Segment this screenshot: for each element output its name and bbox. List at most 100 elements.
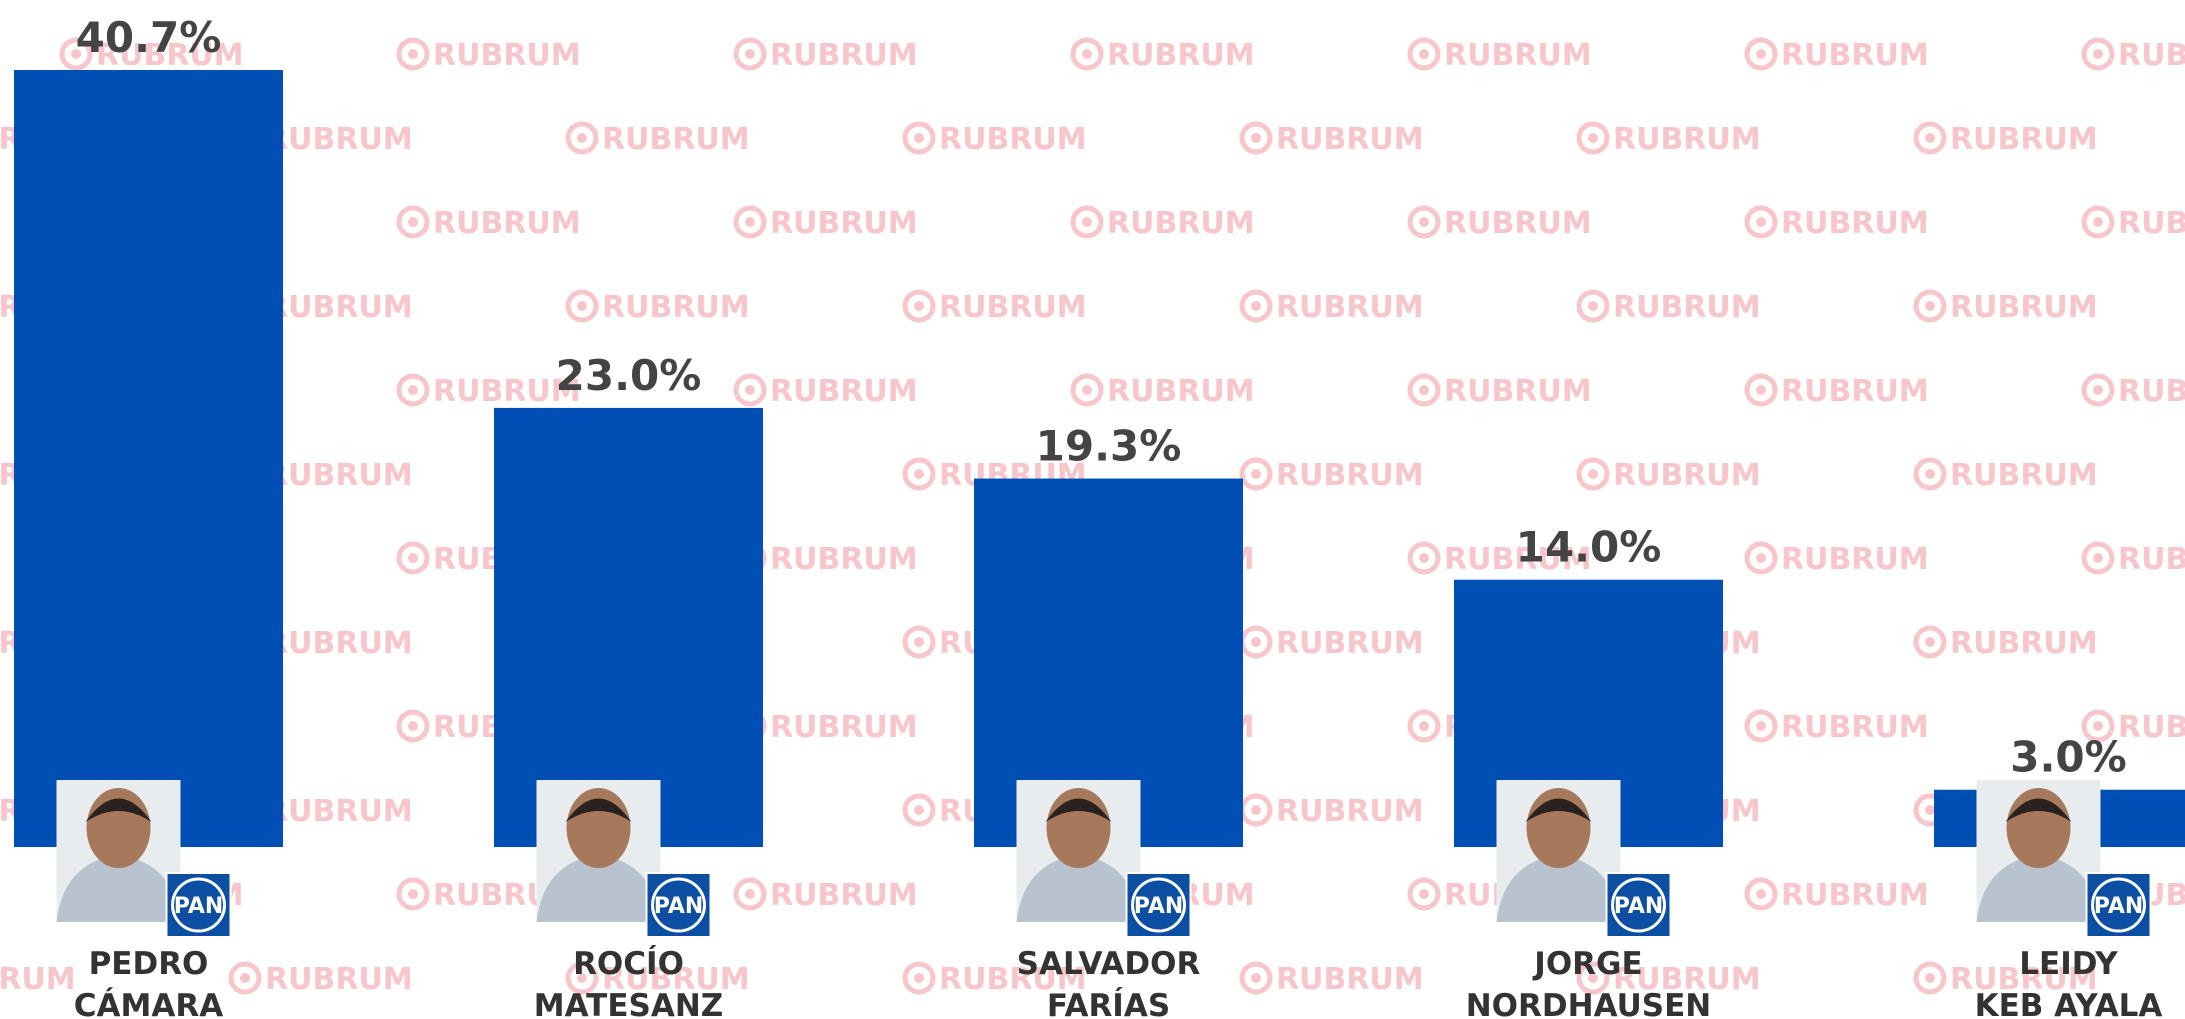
- watermark: RUBRUM: [1613, 290, 1761, 325]
- watermark: RUBRUM: [1276, 122, 1424, 157]
- watermark-icon: [2093, 553, 2103, 563]
- photo-body: [536, 855, 661, 922]
- watermark-icon: [1756, 889, 1766, 899]
- party-logo: [1605, 872, 1672, 938]
- x-tick-label: SALVADOR: [1017, 946, 1201, 982]
- watermark-icon: [408, 385, 418, 395]
- watermark-icon: [396, 205, 430, 239]
- candidate-photo: [56, 780, 181, 922]
- watermark: RUBRUM: [1276, 290, 1424, 325]
- watermark: RUBRUM: [1276, 458, 1424, 493]
- watermark-icon: [1070, 373, 1104, 407]
- watermark-icon: [396, 541, 430, 575]
- watermark-icon: [1744, 205, 1778, 239]
- watermark-icon: [1239, 961, 1273, 995]
- value-label: 19.3%: [1036, 422, 1182, 471]
- watermark: RUBRUM: [602, 962, 750, 997]
- watermark-icon: [1913, 961, 1947, 995]
- watermark-icon: [1419, 553, 1429, 563]
- watermark-icon: [1419, 721, 1429, 731]
- watermark-icon: [1407, 541, 1441, 575]
- watermark: RUBRUM: [265, 962, 413, 997]
- watermark-icon: [1744, 877, 1778, 911]
- watermark: RUBRUM: [770, 878, 918, 913]
- watermark-icon: [1925, 973, 1935, 983]
- party-logo: [1125, 872, 1192, 938]
- value-label: 40.7%: [76, 13, 222, 62]
- watermark: RUBRUM: [770, 374, 918, 409]
- watermark-icon: [1925, 805, 1935, 815]
- party-logo-text: PAN: [174, 894, 224, 919]
- watermark-icon: [1239, 121, 1273, 155]
- watermark-icon: [902, 625, 936, 659]
- watermark: RUBRUM: [2118, 38, 2185, 73]
- watermark-icon: [1419, 217, 1429, 227]
- watermark-icon: [1588, 133, 1598, 143]
- watermark: RUBRUM: [939, 290, 1087, 325]
- watermark-icon: [1251, 133, 1261, 143]
- watermark-icon: [1744, 373, 1778, 407]
- watermark: RUBRUM: [0, 962, 76, 997]
- watermark-icon: [733, 205, 767, 239]
- x-tick-label: KEB AYALA: [1975, 988, 2163, 1019]
- watermark: RUBRUM: [1276, 962, 1424, 997]
- watermark-icon: [1251, 637, 1261, 647]
- watermark-icon: [2081, 373, 2115, 407]
- watermark: RUBRUM: [602, 290, 750, 325]
- watermark: RUBRUM: [770, 710, 918, 745]
- watermark-icon: [745, 889, 755, 899]
- watermark: RUBRUM: [1107, 206, 1255, 241]
- watermark: RUBRUM: [2118, 374, 2185, 409]
- watermark: RUBRUM: [939, 962, 1087, 997]
- bar: [494, 407, 763, 847]
- watermark-icon: [1251, 469, 1261, 479]
- watermark-icon: [1744, 709, 1778, 743]
- watermark-icon: [914, 469, 924, 479]
- watermark-icon: [1419, 889, 1429, 899]
- bar: [14, 70, 283, 847]
- watermark: RUBRUM: [1613, 458, 1761, 493]
- watermark-icon: [1419, 385, 1429, 395]
- watermark-icon: [1925, 301, 1935, 311]
- watermark-icon: [1251, 973, 1261, 983]
- watermark-icon: [1407, 709, 1441, 743]
- watermark-icon: [1756, 49, 1766, 59]
- party-logo-text: PAN: [2094, 894, 2144, 919]
- watermark-icon: [577, 973, 587, 983]
- watermark-icon: [914, 805, 924, 815]
- x-tick-label: MATESANZ: [534, 988, 724, 1019]
- watermark: RUBRUM: [1613, 962, 1761, 997]
- watermark: RUBRUM: [1781, 542, 1929, 577]
- party-logo-text: PAN: [654, 894, 704, 919]
- watermark-icon: [902, 457, 936, 491]
- value-label: 14.0%: [1516, 523, 1662, 572]
- watermark-icon: [577, 133, 587, 143]
- watermark-icon: [1925, 133, 1935, 143]
- watermark-icon: [1756, 553, 1766, 563]
- watermark-icon: [1576, 289, 1610, 323]
- watermark: RUBRUM: [1444, 542, 1592, 577]
- x-tick-label: FARÍAS: [1047, 988, 1170, 1019]
- watermark-icon: [1756, 385, 1766, 395]
- watermark-icon: [1251, 805, 1261, 815]
- watermark: RUBRUM: [1276, 626, 1424, 661]
- photo-body: [1016, 855, 1141, 922]
- watermark-icon: [2081, 205, 2115, 239]
- watermark-icon: [1082, 49, 1092, 59]
- watermark: RUBRUM: [1950, 626, 2098, 661]
- candidate-photo: [1976, 780, 2101, 922]
- watermark-icon: [1070, 37, 1104, 71]
- watermark: RUBRUM: [1950, 962, 2098, 997]
- watermark-icon: [914, 637, 924, 647]
- watermark-icon: [1913, 289, 1947, 323]
- watermark-icon: [396, 877, 430, 911]
- watermark: RUBRUM: [433, 38, 581, 73]
- x-tick-label: JORGE: [1532, 946, 1642, 982]
- watermark-icon: [1913, 457, 1947, 491]
- party-logo-ring: [171, 877, 226, 933]
- watermark-icon: [1925, 469, 1935, 479]
- watermark: RUBRUM: [1107, 374, 1255, 409]
- photo-hair: [1045, 798, 1112, 822]
- watermark: RUBRUM: [433, 374, 581, 409]
- watermark: RUBRUM: [2118, 542, 2185, 577]
